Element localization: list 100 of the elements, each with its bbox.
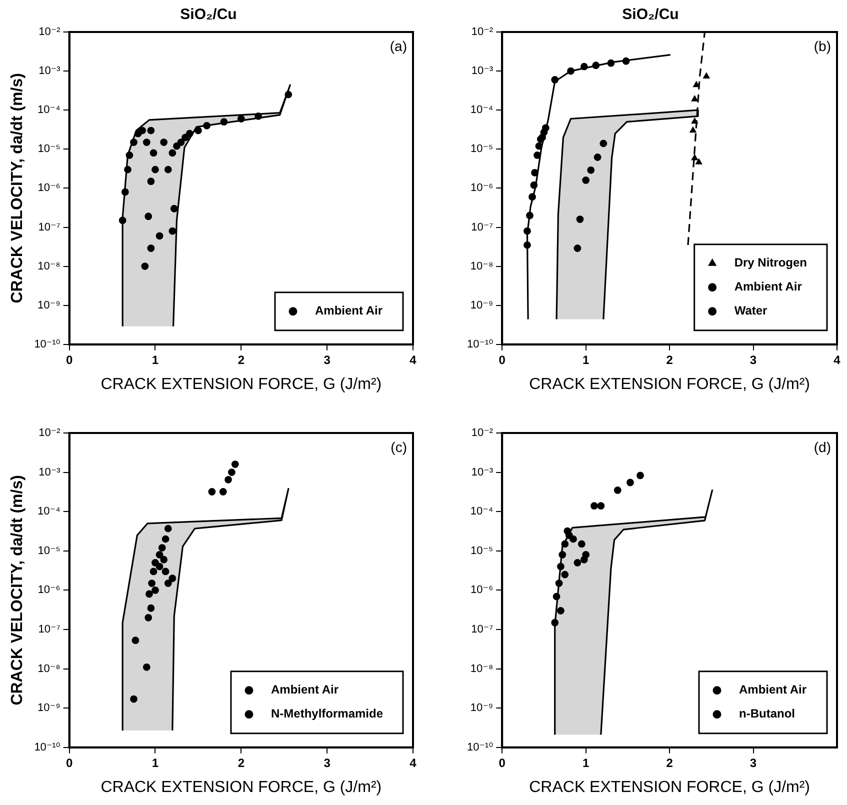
point: [142, 138, 150, 146]
y-tick-label: 10⁻³: [471, 65, 494, 78]
annotation: (d): [814, 438, 831, 455]
y-tick-label: 10⁻³: [38, 65, 61, 78]
legend-label: N-Methylformamide: [270, 706, 384, 721]
y-tick-label: 10⁻⁶: [38, 182, 60, 194]
x-tick-label: 0: [498, 352, 506, 367]
x-tick-label: 3: [750, 756, 757, 770]
legend-label: Ambient Air: [270, 682, 339, 697]
point: [147, 178, 155, 186]
point: [156, 562, 164, 570]
point: [524, 241, 531, 249]
point: [160, 138, 168, 146]
point: [284, 90, 292, 98]
point: [168, 149, 176, 157]
point: [177, 138, 185, 146]
point: [558, 551, 566, 558]
x-tick-label: 3: [750, 352, 757, 367]
y-tick-label: 10⁻⁴: [38, 506, 61, 518]
y-tick-label: 10⁻⁹: [470, 299, 494, 312]
x-axis-title: CRACK EXTENSION FORCE, G (J/m²): [100, 376, 382, 393]
y-tick-label: 10⁻¹⁰: [34, 741, 61, 754]
point: [582, 176, 590, 184]
point: [130, 695, 138, 703]
y-tick-label: 10⁻²: [38, 427, 61, 440]
point: [614, 486, 622, 494]
point: [147, 244, 155, 252]
point: [693, 81, 700, 88]
point: [551, 76, 559, 84]
point: [156, 232, 164, 240]
point: [580, 62, 588, 70]
point: [600, 140, 608, 148]
point: [147, 604, 155, 612]
point: [524, 227, 531, 235]
x-axis-title: CRACK EXTENSION FORCE, G (J/m²): [529, 376, 810, 393]
x-tick-label: 4: [834, 352, 841, 367]
point: [237, 115, 245, 122]
point: [148, 580, 156, 587]
y-tick-label: 10⁻⁹: [470, 702, 494, 714]
legend-label: n-Butanol: [738, 706, 795, 721]
y-tick-label: 10⁻⁸: [470, 662, 494, 675]
x-tick-label: 2: [666, 756, 674, 770]
point: [228, 468, 236, 476]
y-tick-label: 10⁻²: [38, 26, 61, 38]
x-axis-title: CRACK EXTENSION FORCE, G (J/m²): [529, 778, 810, 796]
point: [551, 618, 559, 626]
point: [528, 193, 536, 201]
x-tick-label: 1: [582, 756, 590, 770]
point: [597, 502, 605, 510]
point: [626, 478, 634, 486]
chart-title: SiO₂/Cu: [180, 6, 237, 24]
y-tick-label: 10⁻⁵: [470, 143, 494, 156]
point: [574, 559, 582, 566]
point: [203, 122, 210, 130]
point: [118, 216, 126, 224]
x-tick-label: 0: [498, 756, 506, 770]
point: [636, 472, 644, 480]
y-tick-label: 10⁻⁵: [38, 143, 60, 156]
y-tick-label: 10⁻¹⁰: [466, 741, 494, 754]
y-tick-label: 10⁻¹⁰: [466, 338, 494, 350]
y-tick-label: 10⁻³: [38, 466, 61, 478]
y-tick-label: 10⁻⁴: [470, 506, 494, 518]
point: [150, 149, 158, 157]
legend-label: Ambient Air: [314, 304, 383, 318]
legend-label: Ambient Air: [738, 682, 807, 697]
point: [150, 568, 158, 576]
point: [592, 62, 600, 70]
point: [224, 476, 232, 484]
y-tick-label: 10⁻²: [471, 26, 494, 38]
point: [552, 592, 560, 600]
point: [567, 67, 574, 75]
point: [208, 488, 216, 496]
x-axis-title: CRACK EXTENSION FORCE, G (J/m²): [100, 778, 382, 796]
point: [160, 556, 168, 564]
point: [570, 535, 577, 543]
point: [146, 590, 153, 598]
y-tick-label: 10⁻²: [471, 427, 494, 440]
y-tick-label: 10⁻⁴: [38, 104, 61, 116]
point: [132, 636, 140, 644]
point: [690, 126, 696, 133]
point: [219, 488, 227, 496]
point: [162, 535, 170, 543]
chart-title: SiO₂/Cu: [622, 6, 679, 24]
point: [590, 502, 598, 510]
point: [231, 460, 239, 468]
x-tick-label: 3: [324, 352, 331, 367]
point: [691, 96, 698, 102]
point: [530, 181, 538, 189]
legend-label: Dry Nitrogen: [734, 256, 808, 270]
point: [168, 227, 176, 235]
x-tick-label: 4: [410, 756, 417, 770]
annotation: (a): [390, 38, 407, 54]
point: [555, 580, 563, 587]
point: [254, 112, 262, 120]
point: [126, 152, 134, 159]
x-tick-label: 2: [238, 352, 245, 367]
point: [144, 614, 152, 622]
x-tick-label: 0: [66, 352, 73, 367]
x-tick-label: 1: [152, 352, 159, 367]
point: [622, 57, 630, 65]
